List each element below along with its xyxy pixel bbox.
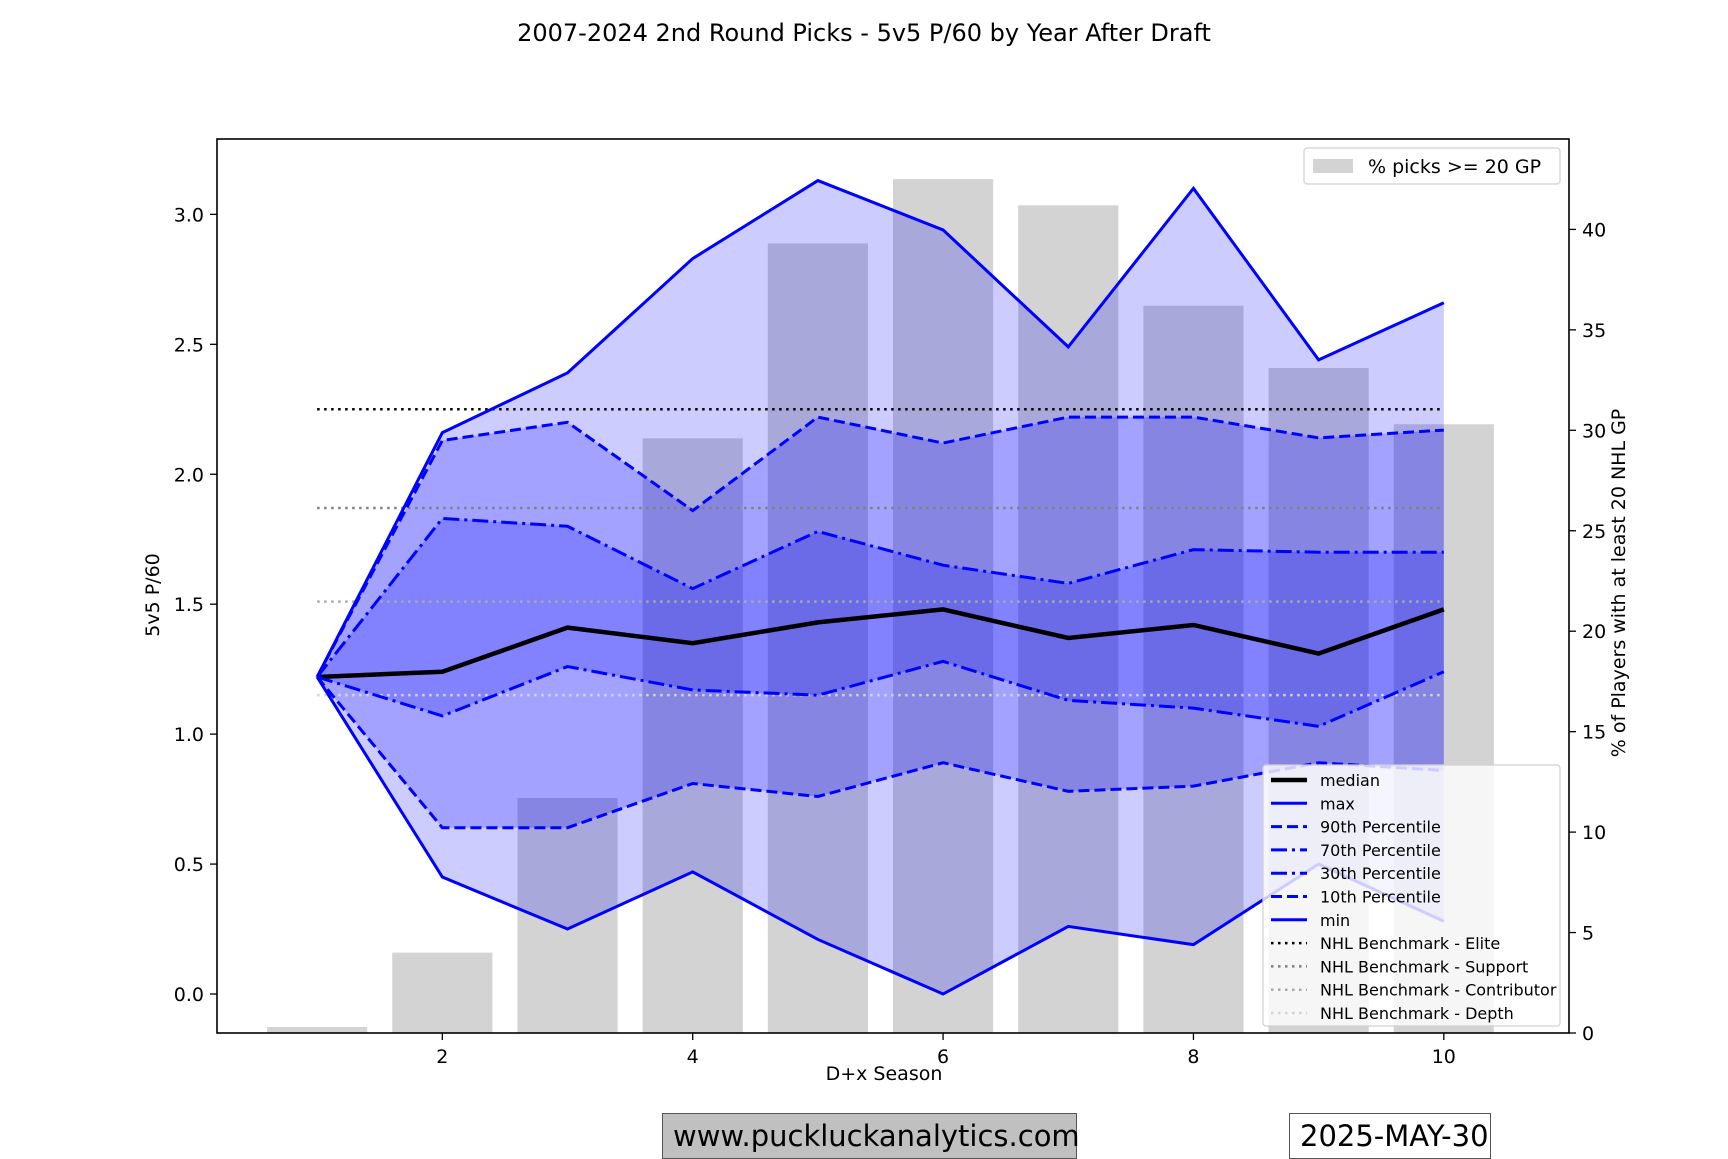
y2-axis-label: % of Players with at least 20 NHL GP	[1608, 409, 1630, 758]
legend-entry-label: NHL Benchmark - Depth	[1320, 1004, 1514, 1023]
legend-lines-box	[1262, 764, 1561, 1027]
chart-title: 2007-2024 2nd Round Picks - 5v5 P/60 by …	[517, 19, 1211, 47]
y2-tick-label: 35	[1582, 320, 1606, 342]
legend-entry-label: median	[1320, 771, 1380, 790]
bar-pct-picks-7	[1018, 205, 1119, 1033]
series-line-max	[315, 178, 1445, 678]
series-line-70th-percentile	[315, 516, 1444, 678]
series-line-median	[317, 607, 1445, 680]
date-stamp: 2025-MAY-30	[1289, 1113, 1491, 1159]
website-watermark: www.puckluckanalytics.com	[662, 1113, 1080, 1159]
y-axis-label: 5v5 P/60	[142, 553, 164, 637]
y2-tick-label: 40	[1582, 219, 1606, 241]
legend-entry-label: NHL Benchmark - Contributor	[1320, 981, 1557, 1000]
bar-pct-picks-5	[767, 243, 868, 1034]
legend-lines: median max 90th Percentile 70th Percentile 3…	[1262, 764, 1561, 1027]
legend-entry-label: NHL Benchmark - Support	[1320, 957, 1528, 976]
legend-entry-label: max	[1320, 794, 1355, 813]
legend-entry-label: 90th Percentile	[1320, 818, 1441, 837]
band-0	[317, 180, 1444, 995]
y-tick-label: 2.5	[174, 334, 204, 356]
legend-entry-label: NHL Benchmark - Elite	[1320, 934, 1500, 953]
y-tick-label: 0.0	[174, 984, 204, 1006]
legend-entry-label: 10th Percentile	[1320, 888, 1441, 907]
bar-pct-picks-2	[392, 952, 493, 1033]
bar-pct-picks-8	[1143, 305, 1244, 1033]
y-tick-label: 3.0	[174, 204, 204, 226]
series-line-10th-percentile	[315, 676, 1444, 830]
x-tick-label: 4	[687, 1046, 699, 1068]
y-tick-label: 1.5	[174, 594, 204, 616]
x-tick-label: 10	[1432, 1046, 1456, 1068]
x-tick-label: 2	[436, 1046, 448, 1068]
bar-pct-picks-4	[642, 438, 743, 1033]
y2-tick-label: 20	[1582, 621, 1606, 643]
y2-tick-label: 5	[1582, 923, 1594, 945]
legend-entry-label: 70th Percentile	[1320, 841, 1441, 860]
x-tick-label: 8	[1187, 1046, 1199, 1068]
y2-tick-label: 0	[1582, 1023, 1594, 1045]
legend-bars-swatch	[1313, 159, 1353, 173]
y2-tick-label: 10	[1582, 822, 1606, 844]
legend-bars-label: % picks >= 20 GP	[1368, 156, 1541, 178]
legend-bars: % picks >= 20 GP	[1303, 147, 1561, 185]
series-line-90th-percentile	[315, 415, 1444, 678]
y2-tick-label: 30	[1582, 420, 1606, 442]
y-tick-label: 2.0	[174, 464, 204, 486]
plot-area: 2 4 6 8 10 0.0 0.5 1.0 1.5 2.0 2.5 3.0 0 5 10 15 20 25 30 3…	[174, 138, 1606, 1068]
bar-pct-picks-6	[893, 179, 994, 1033]
legend-entry-label: min	[1320, 911, 1350, 930]
y-tick-label: 0.5	[174, 854, 204, 876]
bar-pct-picks-1	[267, 1026, 368, 1033]
y2-tick-label: 15	[1582, 722, 1606, 744]
legend-bars-box	[1303, 147, 1561, 185]
band-2	[317, 518, 1444, 727]
y-tick-label: 1.0	[174, 724, 204, 746]
series-line-min	[315, 676, 1445, 996]
y2-tick-label: 25	[1582, 521, 1606, 543]
legend-entry-label: 30th Percentile	[1320, 864, 1441, 883]
x-tick-label: 6	[937, 1046, 949, 1068]
x-axis-label: D+x Season	[826, 1063, 943, 1085]
series-line-30th-percentile	[316, 659, 1445, 728]
band-1	[317, 417, 1444, 828]
plot-frame	[216, 138, 1570, 1034]
